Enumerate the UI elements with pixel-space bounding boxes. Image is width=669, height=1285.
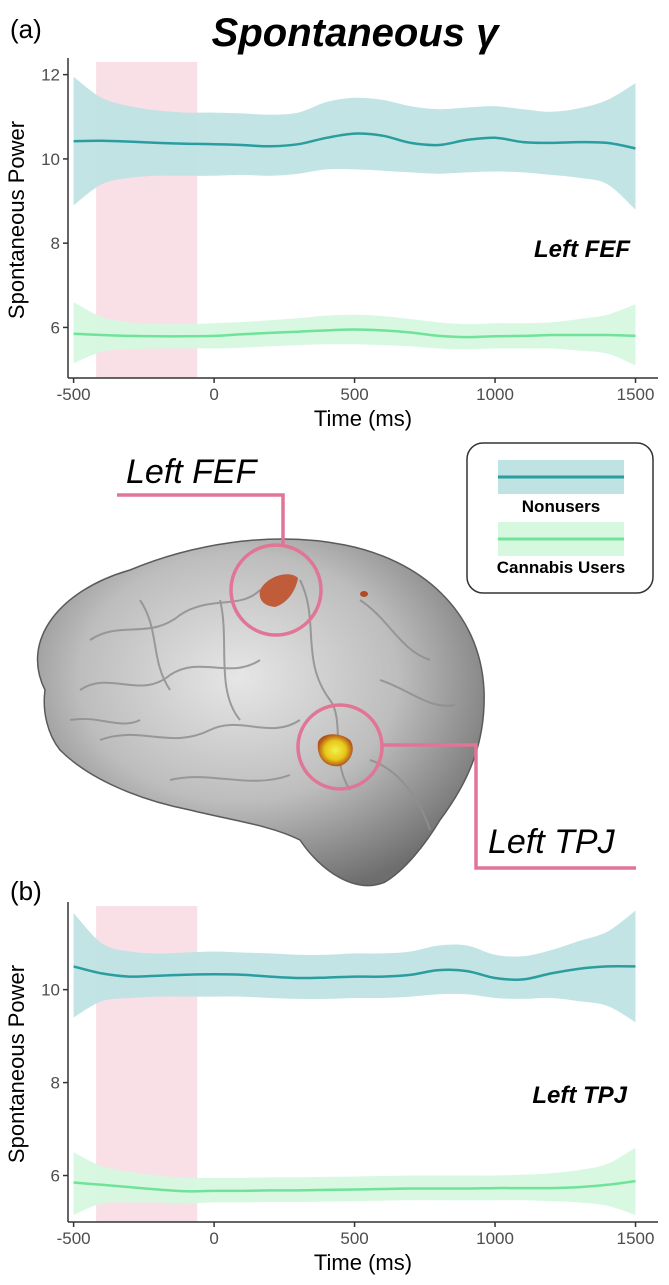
x-tick-label: 500 bbox=[340, 385, 368, 404]
y-tick-label: 10 bbox=[41, 981, 60, 1000]
y-tick-label: 6 bbox=[51, 318, 60, 337]
series-nonusers-mean-line bbox=[73, 964, 636, 981]
panel-label: (b) bbox=[10, 876, 42, 906]
legend: Nonusers Cannabis Users bbox=[466, 442, 654, 594]
series-cannabis-mean-line bbox=[73, 1179, 636, 1193]
region-label: Left FEF bbox=[534, 236, 631, 263]
fef-roi-circle bbox=[229, 543, 323, 637]
series-nonusers-ci-band bbox=[73, 76, 636, 210]
x-tick-label: -500 bbox=[57, 385, 91, 404]
series-cannabis-ci-band bbox=[73, 1147, 636, 1215]
y-tick-label: 12 bbox=[41, 66, 60, 85]
series-nonusers-ci-band bbox=[73, 910, 636, 1023]
x-axis-title: Time (ms) bbox=[314, 1250, 412, 1275]
y-axis-title: Spontaneous Power bbox=[4, 965, 29, 1163]
small-activation-blob bbox=[360, 591, 368, 597]
x-tick-label: 0 bbox=[209, 385, 218, 404]
brain-label-tpj: Left TPJ bbox=[488, 823, 616, 861]
panel-b-chart: 6 8 10 -500 0 500 1000 1500 Time (ms) Spontaneous… bbox=[4, 876, 658, 1275]
fef-activation-blob bbox=[259, 574, 298, 607]
brain-illustration: Left FEF Left TPJ bbox=[36, 453, 636, 887]
panel-a-chart: 6 8 10 12 -500 0 500 1000 1500 Time (ms) Spontaneo… bbox=[4, 14, 658, 431]
figure-title: Spontaneous γ bbox=[212, 11, 501, 55]
brain-shape bbox=[36, 538, 485, 887]
series-nonusers-mean-line bbox=[73, 132, 636, 150]
x-tick-label: 1500 bbox=[617, 1229, 655, 1248]
y-tick-label: 6 bbox=[51, 1167, 60, 1186]
tpj-activation-blob bbox=[317, 734, 353, 767]
x-tick-label: -500 bbox=[57, 1229, 91, 1248]
legend-nonusers-label: Nonusers bbox=[522, 497, 600, 516]
panel-label: (a) bbox=[10, 14, 42, 44]
y-axis-title: Spontaneous Power bbox=[4, 121, 29, 319]
tpj-connector-line bbox=[382, 743, 636, 870]
fef-connector-line bbox=[117, 493, 285, 545]
series-cannabis-ci-band bbox=[73, 302, 636, 366]
x-tick-label: 1000 bbox=[476, 1229, 514, 1248]
tpj-roi-circle bbox=[296, 703, 384, 791]
series-cannabis-mean-line bbox=[73, 328, 636, 339]
x-tick-label: 500 bbox=[340, 1229, 368, 1248]
x-tick-label: 1500 bbox=[617, 385, 655, 404]
x-tick-label: 0 bbox=[209, 1229, 218, 1248]
x-tick-label: 1000 bbox=[476, 385, 514, 404]
legend-cannabis-label: Cannabis Users bbox=[497, 558, 626, 577]
brain-label-fef: Left FEF bbox=[126, 453, 259, 491]
region-label: Left TPJ bbox=[532, 1082, 627, 1109]
y-tick-label: 10 bbox=[41, 150, 60, 169]
y-tick-label: 8 bbox=[51, 234, 60, 253]
x-axis-title: Time (ms) bbox=[314, 406, 412, 431]
y-tick-label: 8 bbox=[51, 1074, 60, 1093]
